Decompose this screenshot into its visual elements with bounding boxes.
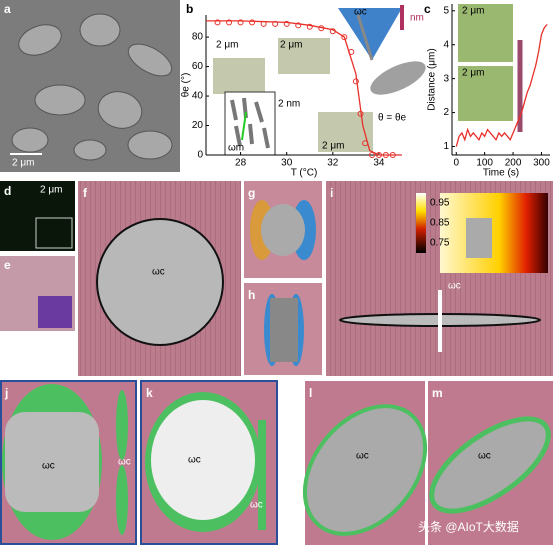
disk	[429, 416, 551, 514]
scale-label: 2 μm	[280, 40, 302, 51]
panel-label: h	[248, 288, 255, 302]
x-tick-label: 100	[476, 158, 493, 169]
y-tick-label: 1	[443, 141, 449, 152]
panel-label: d	[4, 184, 11, 198]
panel-label: c	[424, 2, 431, 16]
lobe	[116, 390, 128, 460]
panel-label: l	[309, 386, 312, 400]
y-tick-label: 80	[192, 32, 204, 43]
y-axis-label: Distance (μm)	[427, 48, 438, 110]
director-arrow	[241, 111, 247, 141]
annotation: nm	[410, 13, 424, 24]
lobe	[116, 465, 128, 535]
panel-label: j	[4, 386, 8, 400]
panel-label: f	[83, 186, 88, 200]
panel-label: k	[146, 386, 153, 400]
y-axis-label: θe (°)	[181, 73, 192, 98]
data-point	[249, 19, 256, 26]
x-tick-label: 32	[327, 158, 339, 169]
arrow	[356, 14, 374, 61]
data-line	[455, 23, 548, 147]
x-tick-label: 0	[453, 158, 459, 169]
y-tick-label: 3	[443, 73, 449, 84]
disk	[302, 404, 428, 536]
panel-label: g	[248, 186, 255, 200]
data-point	[214, 19, 221, 26]
disk-section	[466, 218, 492, 258]
panel-label: m	[432, 386, 443, 400]
y-tick-label: 2	[443, 107, 449, 118]
x-tick-label: 28	[235, 158, 247, 169]
panel-label: i	[330, 186, 333, 200]
disk	[270, 298, 298, 362]
annotation: ωc	[354, 7, 367, 18]
scale-label: 2 μm	[12, 158, 34, 169]
scale-label: 2 μm	[322, 141, 344, 152]
y-tick-label: 5	[443, 5, 449, 16]
symbol: ωc	[42, 461, 55, 472]
heatmap	[440, 193, 548, 273]
x-tick-label: 30	[281, 158, 293, 169]
x-tick-label: 34	[373, 158, 385, 169]
data-point	[306, 23, 313, 30]
data-point	[369, 152, 376, 158]
scale-label: 2 μm	[216, 40, 238, 51]
data-point	[341, 34, 348, 41]
data-point	[237, 19, 244, 26]
inset	[35, 217, 73, 249]
panel-label: a	[4, 2, 11, 16]
annotation: θ = θe	[378, 113, 407, 124]
inset-image	[458, 4, 513, 62]
data-point	[226, 19, 233, 26]
annotation: ωm	[228, 143, 244, 154]
platelet	[370, 61, 426, 95]
y-tick-label: 40	[192, 91, 204, 102]
symbol: ωc	[188, 455, 201, 466]
y-tick-label: 20	[192, 120, 204, 131]
scale-label: 2 μm	[40, 185, 62, 196]
symbol: ωc	[250, 500, 263, 511]
symbol: ωc	[478, 451, 491, 462]
panel-label: e	[4, 258, 11, 272]
disk	[96, 218, 224, 346]
inset-image	[278, 38, 330, 74]
inset-image	[458, 66, 513, 121]
inset	[38, 296, 72, 328]
annotation: 2 nm	[278, 99, 300, 110]
y-tick-label: 60	[192, 61, 204, 72]
data-point	[295, 22, 302, 29]
colorbar-label: 0.95	[430, 198, 450, 209]
panel-label: b	[186, 2, 193, 16]
symbol: ωc	[448, 281, 461, 292]
colorbar-label: 0.75	[430, 238, 450, 249]
y-tick-label: 4	[443, 39, 449, 50]
disk	[5, 412, 99, 512]
symbol: ωc	[356, 451, 369, 462]
colorbar	[416, 193, 426, 253]
symbol: ωc	[118, 457, 131, 468]
x-tick-label: 200	[505, 158, 522, 169]
colorbar-label: 0.85	[430, 218, 450, 229]
scale-label: 2 μm	[462, 68, 484, 79]
data-point	[283, 20, 290, 27]
inset-image	[213, 58, 265, 94]
data-line	[206, 20, 402, 156]
x-axis-label: Time (s)	[483, 168, 519, 179]
disk	[261, 204, 305, 256]
x-tick-label: 300	[533, 158, 550, 169]
platelets	[11, 13, 173, 161]
y-tick-label: 0	[197, 150, 203, 161]
symbol: ωc	[152, 267, 165, 278]
data-point	[272, 20, 279, 27]
x-axis-label: T (°C)	[291, 168, 318, 179]
scale-label: 2 μm	[462, 6, 484, 17]
image	[0, 181, 75, 251]
disk	[151, 400, 255, 520]
watermark: 头条 @AIoT大数据	[418, 519, 519, 534]
cone	[338, 8, 402, 60]
